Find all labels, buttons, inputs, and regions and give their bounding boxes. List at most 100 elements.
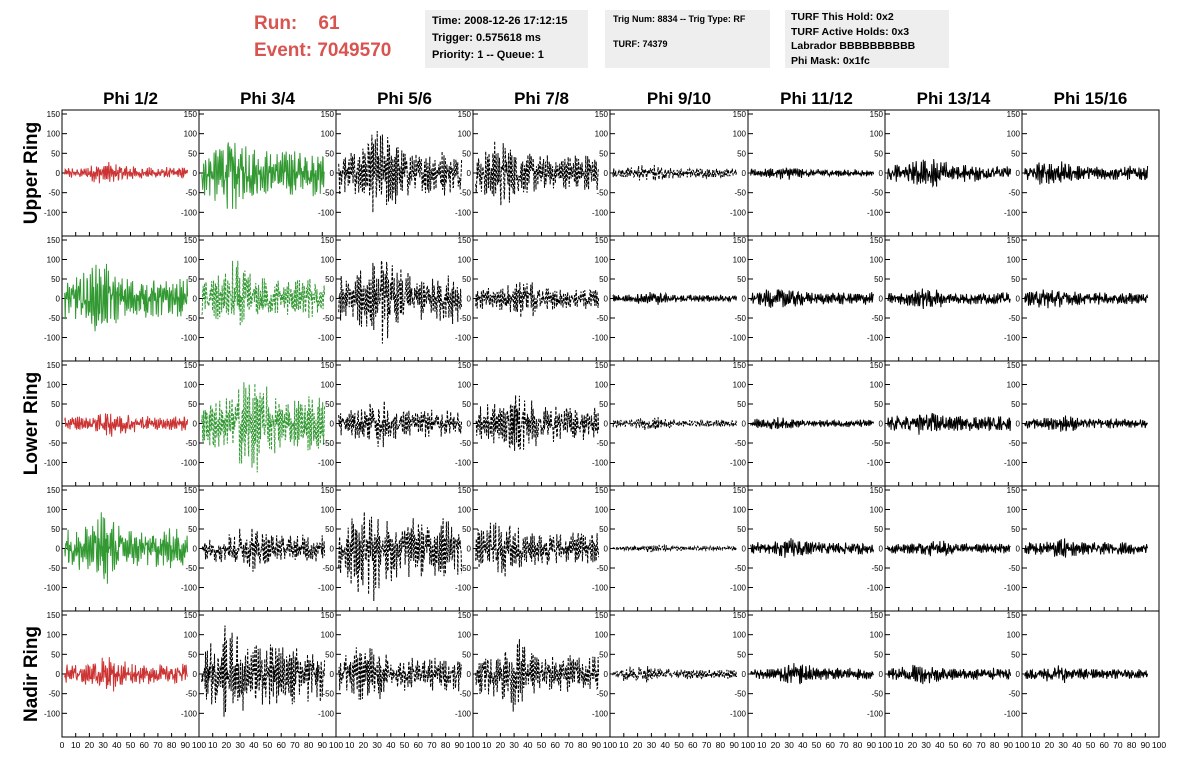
y-tick-label: 100 — [1007, 256, 1021, 265]
x-tick-label: 100 — [1152, 740, 1166, 750]
y-tick-label: -50 — [322, 314, 334, 323]
y-tick-label: 100 — [595, 506, 609, 515]
x-tick-label: 50 — [537, 740, 547, 750]
trigger-line: Trigger: 0.575618 ms — [432, 32, 541, 44]
x-tick-label: 10 — [757, 740, 767, 750]
y-tick-label: 50 — [51, 525, 60, 534]
x-tick-label: 40 — [935, 740, 945, 750]
x-tick-label: 90 — [318, 740, 328, 750]
y-tick-label: 0 — [56, 545, 61, 554]
x-tick-label: 90 — [455, 740, 465, 750]
y-tick-label: 100 — [321, 256, 335, 265]
y-tick-label: 0 — [56, 420, 61, 429]
x-tick-label: 80 — [716, 740, 726, 750]
y-tick-label: 150 — [47, 110, 61, 119]
y-tick-label: 100 — [1007, 381, 1021, 390]
y-tick-label: 0 — [467, 670, 472, 679]
x-tick-label: 60 — [825, 740, 835, 750]
y-tick-label: 100 — [870, 381, 884, 390]
x-tick-label: 60 — [962, 740, 972, 750]
x-tick-label: 20 — [771, 740, 781, 750]
y-tick-label: 100 — [733, 256, 747, 265]
y-tick-label: -100 — [455, 334, 472, 343]
y-tick-label: 50 — [188, 275, 197, 284]
y-tick-label: 150 — [733, 110, 747, 119]
y-tick-label: -100 — [730, 709, 747, 718]
waveform-panel: -100 -50 0 50 100 150 — [455, 360, 611, 487]
y-tick-label: 0 — [742, 169, 747, 178]
y-tick-label: -50 — [459, 690, 471, 699]
x-tick-label: 80 — [578, 740, 588, 750]
y-tick-label: 50 — [737, 275, 746, 284]
waveform-panel: -100 -50 0 50 100 150 — [730, 109, 886, 237]
column-label: Phi 3/4 — [240, 89, 295, 108]
waveform-panel: -100 -50 0 50 100 150 — [44, 360, 200, 487]
y-tick-label: 50 — [51, 650, 60, 659]
y-tick-label: 100 — [733, 631, 747, 640]
y-tick-label: 0 — [467, 545, 472, 554]
y-tick-label: 100 — [458, 381, 472, 390]
y-tick-label: 100 — [733, 381, 747, 390]
y-tick-label: 100 — [184, 506, 198, 515]
waveform-panel: -100 -50 0 50 100 150 — [730, 360, 886, 487]
y-tick-label: 0 — [193, 169, 198, 178]
y-tick-label: 150 — [47, 611, 61, 620]
y-tick-label: 150 — [321, 236, 335, 245]
y-tick-label: -50 — [459, 439, 471, 448]
waveform-trace — [887, 159, 1012, 188]
x-tick-label: 60 — [413, 740, 423, 750]
waveform-panel: -100 -50 0 50 100 150 — [1004, 235, 1160, 362]
x-tick-label: 100 — [1015, 740, 1029, 750]
trigger-info-box: Trig Num: 8834 -- Trig Type: RF TURF: 74… — [605, 10, 770, 68]
y-tick-label: -50 — [596, 314, 608, 323]
y-tick-label: -50 — [185, 690, 197, 699]
y-tick-label: 150 — [458, 236, 472, 245]
x-tick-label: 30 — [235, 740, 245, 750]
y-tick-label: 100 — [321, 130, 335, 139]
x-tick-label: 60 — [688, 740, 698, 750]
x-tick-label: 40 — [249, 740, 259, 750]
waveform-trace — [887, 664, 1012, 685]
x-tick-label: 70 — [976, 740, 986, 750]
y-tick-label: 50 — [1011, 149, 1020, 158]
y-tick-label: 50 — [737, 149, 746, 158]
y-tick-label: 150 — [184, 236, 198, 245]
y-tick-label: -50 — [596, 690, 608, 699]
waveform-panel: -100 -50 0 50 100 150 — [1004, 109, 1160, 237]
y-tick-label: 0 — [56, 670, 61, 679]
y-tick-label: -100 — [181, 334, 198, 343]
row-label: Upper Ring — [21, 122, 42, 224]
x-tick-label: 50 — [812, 740, 822, 750]
waveform-panel: -100 -50 0 50 100 150 — [455, 235, 611, 362]
y-tick-label: 0 — [193, 420, 198, 429]
column-label: Phi 1/2 — [103, 89, 158, 108]
y-tick-label: 100 — [870, 506, 884, 515]
y-tick-label: 50 — [737, 525, 746, 534]
waveform-panel: -100 -50 0 50 100 150 — [181, 109, 337, 237]
y-tick-label: -50 — [185, 314, 197, 323]
x-tick-label: 70 — [153, 740, 163, 750]
waveform-trace — [750, 289, 875, 308]
y-tick-label: 0 — [330, 169, 335, 178]
y-tick-label: -100 — [318, 459, 335, 468]
x-tick-label: 90 — [1004, 740, 1014, 750]
y-tick-label: 150 — [733, 236, 747, 245]
waveform-trace — [887, 540, 1011, 557]
x-tick-label: 90 — [1141, 740, 1151, 750]
turf-active-line: TURF Active Holds: 0x3 — [791, 25, 910, 38]
panel-frame — [472, 610, 611, 738]
x-tick-label: 30 — [784, 740, 794, 750]
x-tick-label: 20 — [496, 740, 506, 750]
y-tick-label: 150 — [595, 361, 609, 370]
y-tick-label: 0 — [467, 420, 472, 429]
waveform-trace — [612, 417, 737, 430]
y-tick-label: -50 — [322, 439, 334, 448]
x-tick-label: 40 — [798, 740, 808, 750]
waveform-panel: -100 -50 0 50 100 150 — [181, 485, 337, 612]
x-tick-label: 80 — [853, 740, 863, 750]
x-tick-label: 40 — [386, 740, 396, 750]
y-tick-label: 0 — [330, 545, 335, 554]
x-tick-label: 70 — [839, 740, 849, 750]
